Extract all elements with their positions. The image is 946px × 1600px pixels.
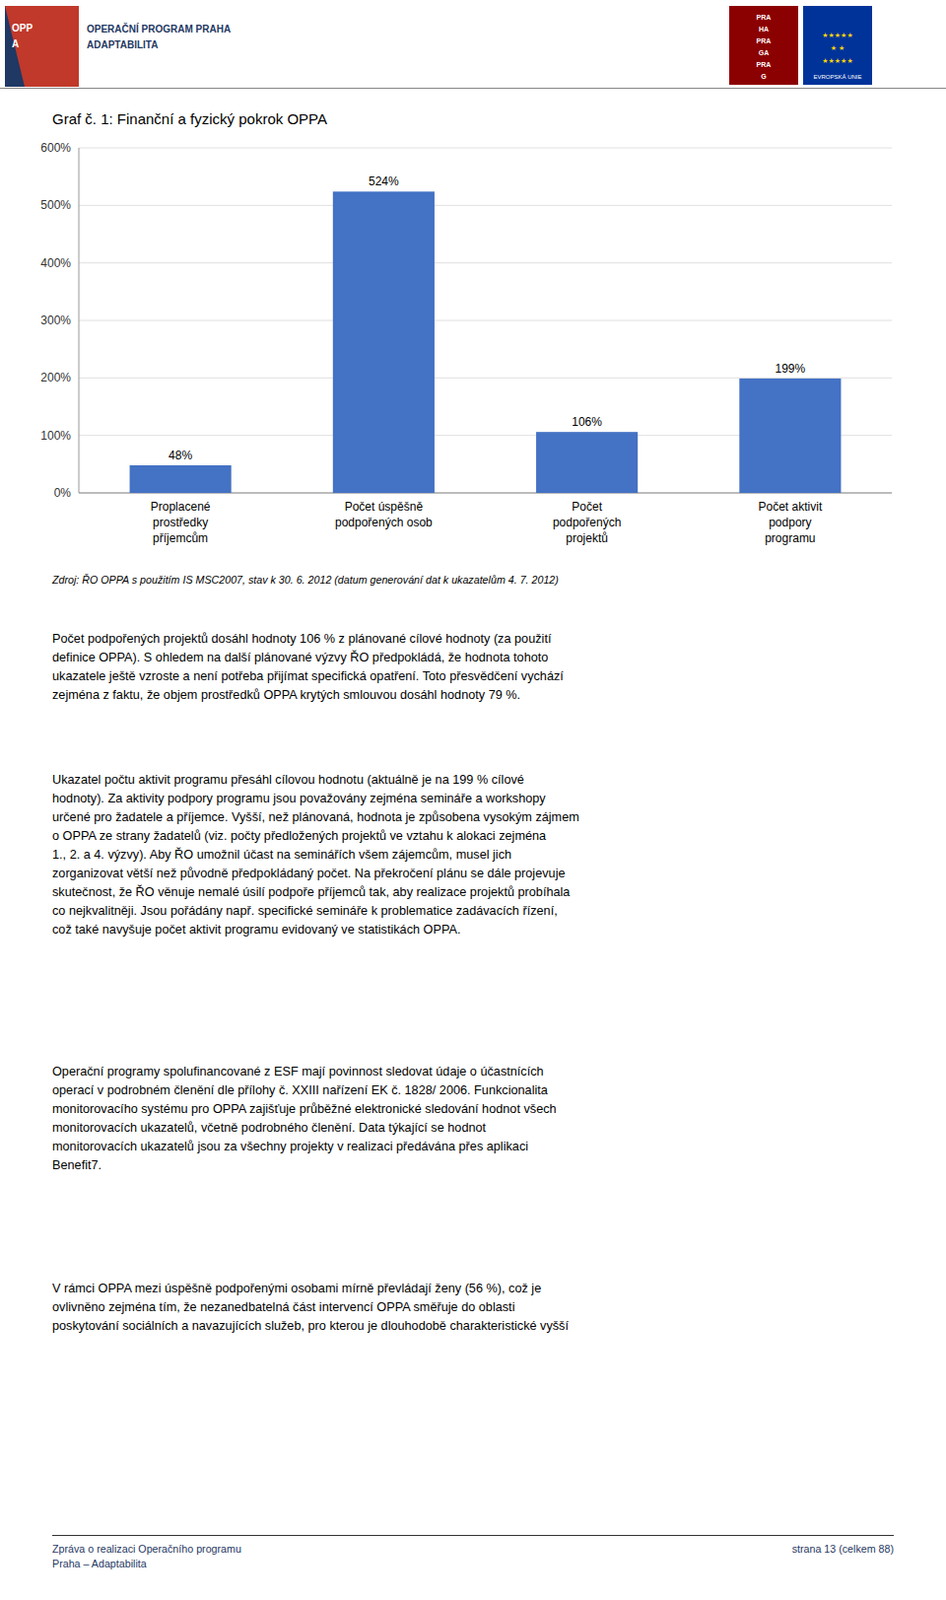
- data-label: 48%: [168, 448, 193, 463]
- bar: [333, 191, 435, 493]
- body-paragraph: Operační programy spolufinancované z ESF…: [52, 1062, 557, 1175]
- grid-line: [78, 377, 892, 379]
- logo-text: HA: [758, 25, 769, 33]
- logo-text: EVROPSKÁ UNIE: [812, 73, 862, 80]
- body-paragraph: Počet podpořených projektů dosáhl hodnot…: [52, 629, 564, 705]
- logo-text: ★★★★★: [821, 57, 853, 65]
- data-label: 199%: [775, 361, 807, 376]
- grid-line: [78, 262, 892, 264]
- y-tick-label: 500%: [40, 198, 71, 212]
- logo-text: ★ ★: [830, 44, 846, 52]
- logo-text: GA: [758, 49, 770, 57]
- grid-line: [78, 147, 892, 149]
- y-tick-label: 0%: [54, 485, 72, 500]
- x-tick-label: Početpodpořenýchprojektů: [552, 499, 621, 545]
- footer-line: [52, 1534, 894, 1536]
- y-tick-label: 600%: [40, 140, 71, 155]
- logo-text: A: [11, 38, 19, 50]
- y-axis-line: [78, 147, 80, 493]
- header-text: ADAPTABILITA: [86, 39, 158, 51]
- logo-praha: [729, 5, 799, 85]
- logo-oppa-stripe: [4, 5, 25, 87]
- x-tick-label: Počet úspěšněpodpořených osob: [335, 499, 433, 530]
- bar: [739, 378, 841, 493]
- logo-text: PRA: [756, 13, 772, 21]
- chart-title: Graf č. 1: Finanční a fyzický pokrok OPP…: [52, 110, 328, 128]
- x-tick-label: Počet aktivitpodporyprogramu: [758, 499, 823, 545]
- header-text: OPERAČNÍ PROGRAM PRAHA: [86, 22, 231, 35]
- logo-oppa: [4, 5, 79, 87]
- x-tick-label: Proplacenéprostředkypříjemcům: [150, 499, 211, 545]
- logo-eu: [803, 5, 873, 85]
- logo-text: PRA: [756, 37, 772, 45]
- logo-text: ★★★★★: [821, 31, 853, 39]
- logo-text: PRA: [756, 61, 772, 68]
- grid-line: [78, 204, 892, 206]
- y-tick-label: 300%: [40, 313, 71, 328]
- y-tick-label: 400%: [40, 256, 71, 271]
- data-label: 106%: [571, 414, 603, 429]
- grid-line: [78, 320, 892, 322]
- bar: [536, 431, 638, 493]
- data-label: 524%: [368, 174, 400, 189]
- footer-left: Zpráva o realizaci Operačního programu P…: [52, 1541, 242, 1571]
- body-paragraph: V rámci OPPA mezi úspěšně podpořenými os…: [52, 1279, 569, 1336]
- chart: Graf č. 1: Finanční a fyzický pokrok OPP…: [0, 98, 946, 562]
- logo-text: G: [760, 72, 767, 80]
- y-tick-label: 200%: [40, 370, 71, 385]
- source-text: Zdroj: ŘO OPPA s použitím IS MSC2007, st…: [52, 573, 559, 588]
- body-paragraph: Ukazatel počtu aktivit programu přesáhl …: [52, 770, 580, 940]
- logo-text: OPP: [11, 22, 33, 34]
- header-separator: [0, 87, 946, 89]
- bar: [130, 465, 232, 493]
- header: OPP A OPERAČNÍ PROGRAM PRAHA ADAPTABILITA PR…: [0, 0, 946, 90]
- bars: [130, 191, 842, 493]
- footer-right: strana 13 (celkem 88): [792, 1541, 894, 1556]
- y-tick-label: 100%: [40, 428, 71, 443]
